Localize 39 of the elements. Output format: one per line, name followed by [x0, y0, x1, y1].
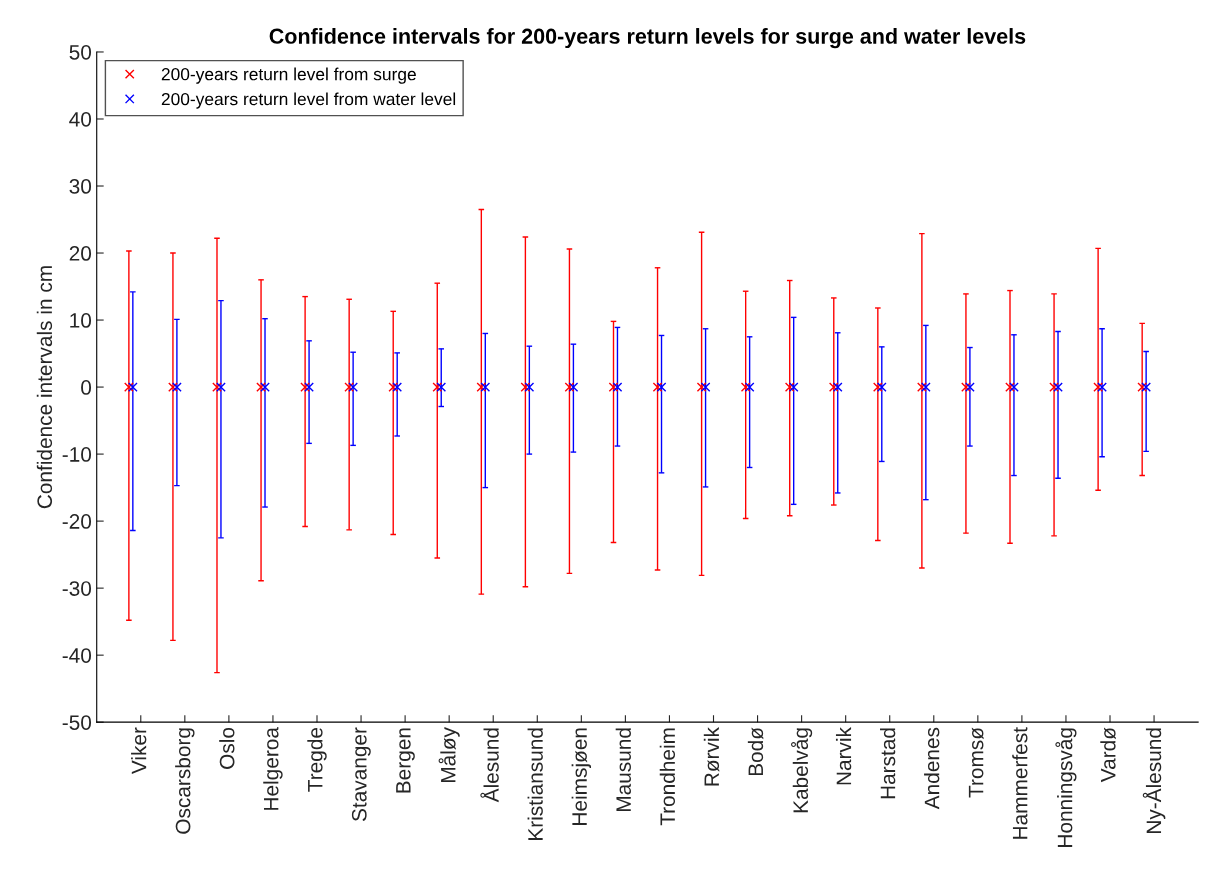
x-tick-label: Oscarsborg [175, 728, 195, 834]
x-tick-label: Honningsvåg [1055, 728, 1077, 847]
y-axis-title: Confidence intervals in cm [36, 266, 53, 509]
y-tick-label: 50 [69, 44, 92, 60]
x-tick-label: Andenes [924, 727, 940, 810]
y-tick-label: -30 [62, 581, 92, 596]
y-tick-label: 30 [69, 179, 92, 194]
x-tick-label: Helgeroa [263, 727, 283, 810]
x-tick-label: Viker [131, 727, 147, 775]
y-tick-label: -50 [62, 715, 92, 730]
x-tick-label: Vardø [1100, 727, 1116, 783]
x-tick-label: Hammerfest [1012, 727, 1028, 839]
x-tick-label: Trondheim [659, 728, 676, 826]
legend-label: 200-years return level from water level [161, 92, 456, 109]
x-tick-label: Ny-Ålesund [1142, 728, 1166, 834]
x-tick-label: Kabelvåg [791, 728, 813, 813]
y-tick-label: -20 [62, 514, 92, 529]
x-tick-label: Mausund [615, 728, 631, 812]
x-tick-label: Bodø [747, 727, 764, 776]
y-tick-label: 20 [69, 246, 92, 261]
x-tick-label: Rørvik [703, 727, 720, 786]
x-tick-label: Oslo [219, 727, 235, 769]
x-tick-label: Måløy [438, 727, 460, 783]
x-tick-label: Bergen [396, 728, 415, 793]
x-tick-label: Ålesund [480, 728, 499, 803]
x-tick-label: Tregde [307, 727, 327, 792]
y-tick-label: 0 [81, 380, 92, 395]
x-tick-label: Harstad [880, 728, 896, 799]
y-tick-label: -40 [62, 648, 92, 663]
x-tick-label: Tromsø [968, 727, 984, 798]
legend-label: 200-years return level from surge [161, 67, 416, 84]
x-tick-label: Heimsjøen [571, 728, 592, 825]
x-tick-label: Stavanger [351, 727, 371, 822]
x-tick-label: Kristiansund [527, 728, 543, 840]
chart-title: Confidence intervals for 200-years return levels for surge and water levels [269, 28, 1026, 49]
x-tick-label: Narvik [835, 727, 852, 785]
y-tick-label: 40 [69, 111, 92, 127]
y-tick-label: -10 [62, 447, 92, 462]
y-tick-label: 10 [70, 313, 92, 328]
